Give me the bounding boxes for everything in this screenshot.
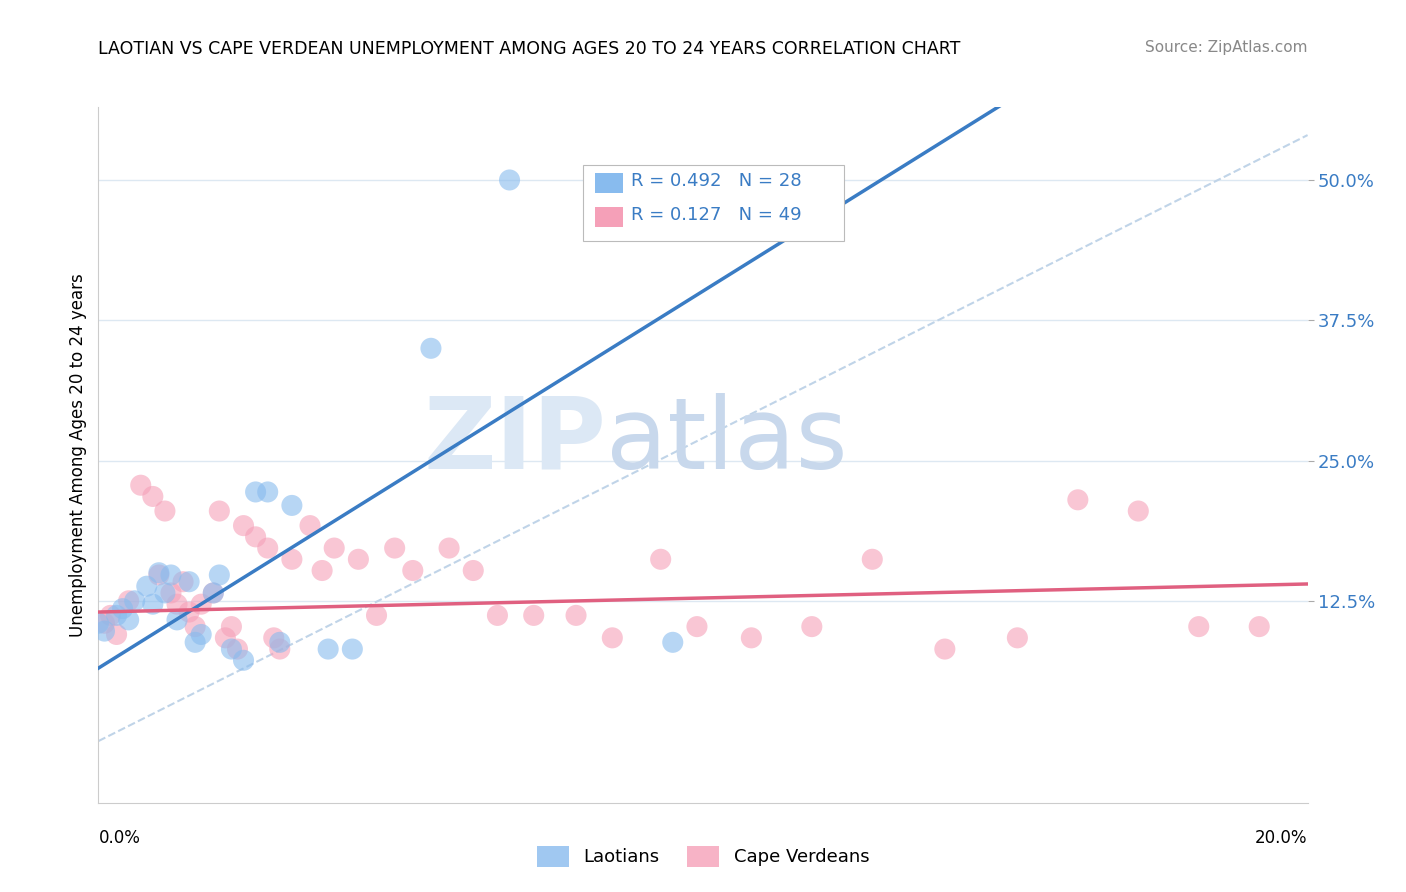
Point	[172, 574, 194, 589]
Point	[486, 608, 509, 623]
Point	[269, 635, 291, 649]
Point	[87, 616, 110, 631]
Point	[184, 635, 207, 649]
Point	[463, 564, 485, 578]
Point	[523, 608, 546, 623]
Point	[135, 579, 157, 593]
Point	[437, 541, 460, 555]
Point	[111, 601, 134, 615]
Point	[118, 594, 141, 608]
Text: ZIP: ZIP	[423, 392, 606, 490]
Point	[1249, 619, 1271, 633]
Point	[740, 631, 762, 645]
Point	[316, 642, 339, 657]
Point	[347, 552, 370, 566]
Legend: Laotians, Cape Verdeans: Laotians, Cape Verdeans	[530, 838, 876, 874]
Point	[420, 341, 443, 355]
Point	[190, 627, 212, 641]
Point	[245, 485, 267, 500]
Point	[311, 564, 333, 578]
Point	[105, 627, 128, 641]
Text: 0.0%: 0.0%	[98, 829, 141, 847]
Point	[402, 564, 425, 578]
Point	[226, 642, 249, 657]
Text: Source: ZipAtlas.com: Source: ZipAtlas.com	[1144, 40, 1308, 55]
Point	[565, 608, 588, 623]
Text: 20.0%: 20.0%	[1256, 829, 1308, 847]
Point	[153, 504, 176, 518]
Point	[166, 597, 188, 611]
Point	[142, 490, 165, 504]
Point	[650, 552, 672, 566]
Point	[800, 619, 823, 633]
Point	[160, 586, 183, 600]
Point	[202, 586, 225, 600]
Point	[208, 504, 231, 518]
Point	[245, 530, 267, 544]
Point	[93, 616, 115, 631]
Point	[208, 568, 231, 582]
Point	[384, 541, 406, 555]
Point	[93, 624, 115, 639]
Point	[221, 642, 243, 657]
Point	[342, 642, 364, 657]
Point	[281, 552, 304, 566]
Point	[190, 597, 212, 611]
Point	[281, 499, 304, 513]
Point	[142, 597, 165, 611]
Point	[299, 518, 322, 533]
Point	[323, 541, 346, 555]
Point	[232, 653, 254, 667]
Y-axis label: Unemployment Among Ages 20 to 24 years: Unemployment Among Ages 20 to 24 years	[69, 273, 87, 637]
Point	[602, 631, 624, 645]
Point	[860, 552, 883, 566]
Point	[124, 594, 146, 608]
Point	[105, 608, 128, 623]
Point	[256, 485, 278, 500]
Point	[1188, 619, 1211, 633]
Point	[498, 173, 520, 187]
Point	[179, 605, 201, 619]
Point	[129, 478, 152, 492]
Point	[934, 642, 956, 657]
Point	[214, 631, 236, 645]
Point	[202, 586, 225, 600]
Point	[269, 642, 291, 657]
Text: atlas: atlas	[606, 392, 848, 490]
Text: R = 0.127   N = 49: R = 0.127 N = 49	[631, 206, 801, 224]
Text: LAOTIAN VS CAPE VERDEAN UNEMPLOYMENT AMONG AGES 20 TO 24 YEARS CORRELATION CHART: LAOTIAN VS CAPE VERDEAN UNEMPLOYMENT AMO…	[98, 40, 960, 58]
Point	[148, 568, 170, 582]
Point	[153, 586, 176, 600]
Point	[221, 619, 243, 633]
Point	[100, 608, 122, 623]
Point	[179, 574, 201, 589]
Point	[1007, 631, 1029, 645]
Point	[166, 613, 188, 627]
Point	[366, 608, 388, 623]
Point	[1128, 504, 1150, 518]
Text: R = 0.492   N = 28: R = 0.492 N = 28	[631, 172, 801, 190]
Point	[118, 613, 141, 627]
Point	[148, 566, 170, 580]
Point	[1067, 492, 1090, 507]
Point	[686, 619, 709, 633]
Point	[160, 568, 183, 582]
Point	[256, 541, 278, 555]
Point	[184, 619, 207, 633]
Point	[232, 518, 254, 533]
Point	[662, 635, 685, 649]
Point	[263, 631, 285, 645]
